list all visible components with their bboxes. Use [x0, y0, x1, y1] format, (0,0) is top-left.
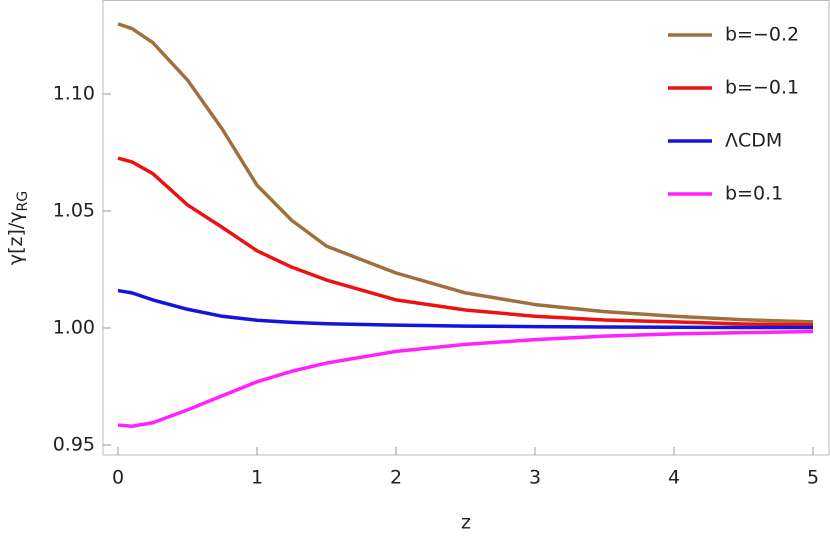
legend-label: b=−0.2	[725, 24, 799, 46]
legend-label: b=−0.1	[725, 77, 799, 99]
x-axis-label: z	[461, 512, 471, 534]
legend-label: ΛCDM	[725, 130, 782, 152]
x-tick-label: 2	[390, 467, 402, 489]
y-tick-label: 0.95	[53, 433, 95, 455]
series-line	[117, 329, 814, 428]
x-tick-label: 3	[529, 467, 541, 489]
y-tick-label: 1.10	[53, 83, 95, 105]
x-tick-label: 0	[112, 467, 124, 489]
series-line	[117, 22, 814, 324]
y-axis-label-main: γ[z]/γ	[5, 211, 27, 265]
y-axis-label: γ[z]/γRG	[5, 191, 31, 265]
y-tick-label: 1.05	[53, 200, 95, 222]
series-line	[117, 288, 814, 330]
x-tick-label: 5	[807, 467, 819, 489]
legend-label: b=0.1	[725, 183, 783, 205]
y-tick-label: 1.00	[53, 316, 95, 338]
series-line	[117, 156, 814, 327]
y-axis-label-sub: RG	[15, 191, 31, 212]
x-tick-label: 1	[251, 467, 263, 489]
x-tick-label: 4	[668, 467, 680, 489]
